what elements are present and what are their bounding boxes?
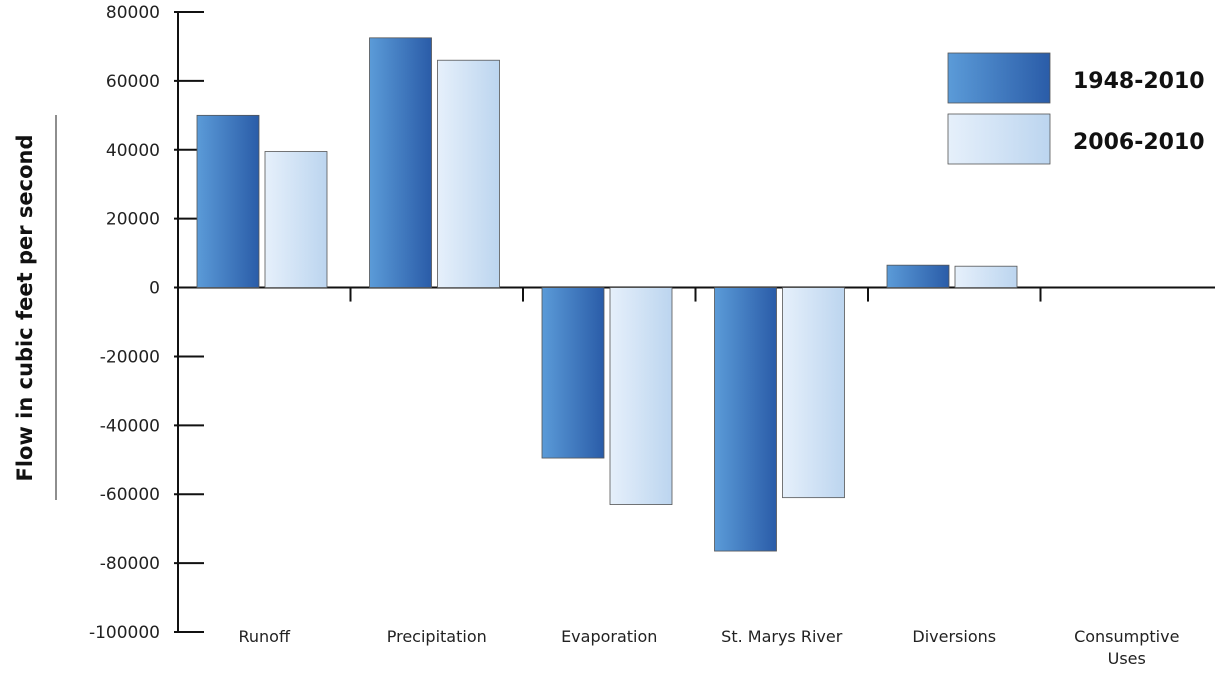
y-tick-label: -60000: [100, 485, 160, 505]
bar-1948-2010-precipitation: [369, 37, 432, 288]
category-labels: Runoff Precipitation Evaporation St. Marys …: [239, 627, 1180, 668]
bar-2006-2010-diversions: [954, 265, 1018, 288]
bars: [196, 37, 1018, 552]
y-tick-label: 60000: [106, 72, 160, 92]
bar-1948-2010-evaporation: [541, 287, 605, 459]
y-tick-labels: 80000 60000 40000 20000 0 -20000 -40000 -60000 -…: [89, 3, 160, 643]
category-label: St. Marys River: [721, 627, 843, 646]
y-tick-label: -20000: [100, 347, 160, 367]
bar-2006-2010-runoff: [264, 151, 328, 288]
axes: [174, 11, 1215, 633]
bar-2006-2010-evaporation: [609, 287, 673, 505]
bar-1948-2010-diversions: [886, 264, 950, 288]
y-axis-title: Flow in cubic feet per second: [13, 134, 37, 481]
bar-2006-2010-precipitation: [437, 59, 500, 288]
y-tick-label: -100000: [89, 623, 160, 643]
y-tick-label: 40000: [106, 141, 160, 161]
category-label: Runoff: [239, 627, 291, 646]
y-tick-label: 20000: [106, 210, 160, 230]
y-tick-label: 80000: [106, 3, 160, 23]
legend-swatch: [947, 113, 1051, 165]
bar-1948-2010-st-marys-river: [714, 287, 777, 552]
y-tick-label: -80000: [100, 554, 160, 574]
legend-swatch: [947, 52, 1051, 104]
bar-1948-2010-runoff: [196, 114, 260, 288]
category-label: Evaporation: [561, 627, 657, 646]
legend-label: 1948-2010: [1073, 69, 1205, 94]
y-axis-title-group: Flow in cubic feet per second: [13, 115, 57, 500]
y-tick-label: -40000: [100, 416, 160, 436]
y-tick-label: 0: [149, 279, 160, 299]
category-label: Precipitation: [387, 627, 487, 646]
legend-label: 2006-2010: [1073, 130, 1205, 155]
category-label: Consumptive Uses: [1074, 627, 1179, 668]
category-label: Diversions: [912, 627, 996, 646]
bar-2006-2010-st-marys-river: [782, 287, 845, 499]
legend: 1948-2010 2006-2010: [947, 52, 1205, 165]
